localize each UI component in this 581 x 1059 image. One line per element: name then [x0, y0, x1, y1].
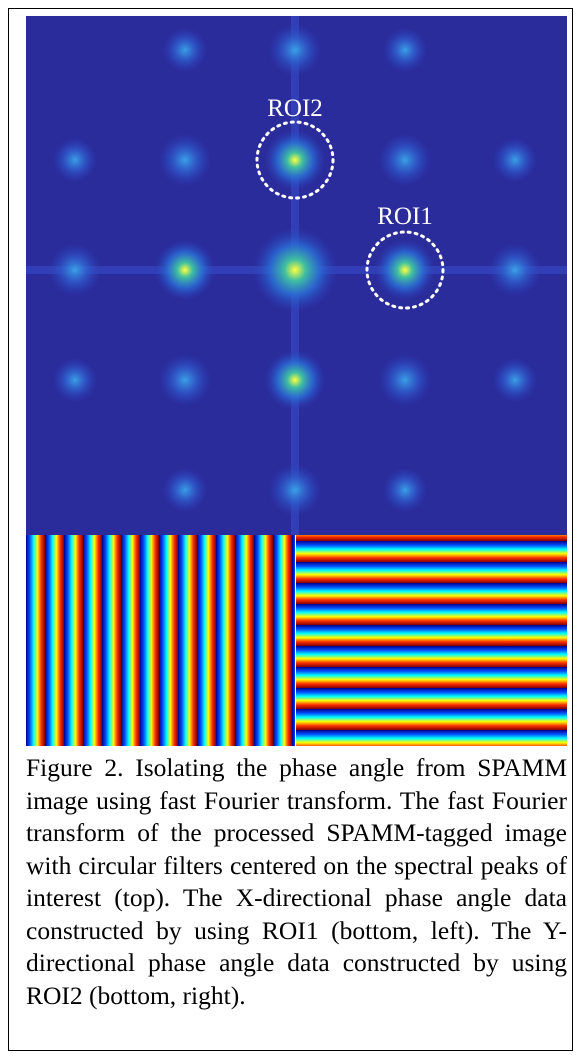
fft-image: ROI2 ROI1: [26, 16, 567, 535]
roi-label: ROI1: [377, 203, 433, 230]
phase-image-y: [296, 535, 567, 746]
figure-caption: Figure 2. Isolating the phase angle from…: [26, 753, 567, 1010]
figure-images: ROI2 ROI1: [26, 16, 567, 746]
figure-frame: [8, 8, 573, 1051]
phase-image-x: [26, 535, 295, 746]
roi-label: ROI2: [267, 95, 323, 122]
